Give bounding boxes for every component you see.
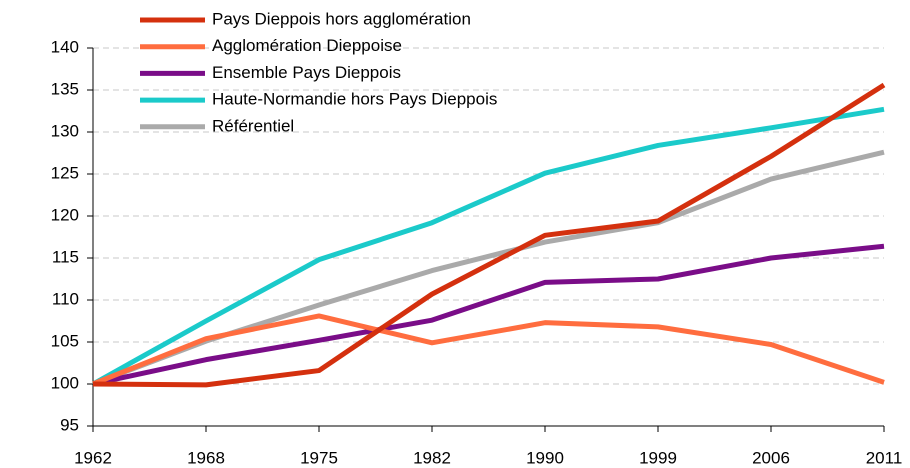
series-line	[91, 106, 885, 387]
y-tick-label: 95	[60, 415, 79, 434]
x-tick-label: 2011	[866, 448, 903, 467]
x-tick-label: 2006	[752, 448, 790, 467]
y-tick-label: 140	[51, 37, 79, 56]
series-line	[92, 243, 885, 387]
x-tick-label: 1975	[300, 448, 338, 467]
series-line	[92, 82, 886, 388]
y-tick-label: 125	[51, 163, 79, 182]
y-tick-label: 105	[51, 331, 79, 350]
x-tick-label: 1962	[74, 448, 112, 467]
y-tick-label: 100	[51, 373, 79, 392]
series-line	[92, 313, 885, 387]
y-tick-label: 135	[51, 79, 79, 98]
x-tick-label: 1990	[526, 448, 564, 467]
series-line	[92, 149, 885, 387]
x-tick-label: 1982	[413, 448, 451, 467]
y-tick-label: 110	[52, 289, 79, 308]
x-tick-label: 1999	[639, 448, 677, 467]
legend-label: Pays Dieppois hors agglomération	[212, 9, 471, 28]
legend-label: Haute-Normandie hors Pays Dieppois	[212, 90, 497, 109]
legend-label: Référentiel	[212, 116, 294, 135]
legend-label: Agglomération Dieppoise	[212, 36, 402, 55]
legend-label: Ensemble Pays Dieppois	[212, 63, 401, 82]
y-tick-label: 115	[52, 247, 79, 266]
y-tick-label: 130	[51, 121, 79, 140]
y-tick-label: 120	[51, 205, 79, 224]
x-tick-label: 1968	[187, 448, 225, 467]
